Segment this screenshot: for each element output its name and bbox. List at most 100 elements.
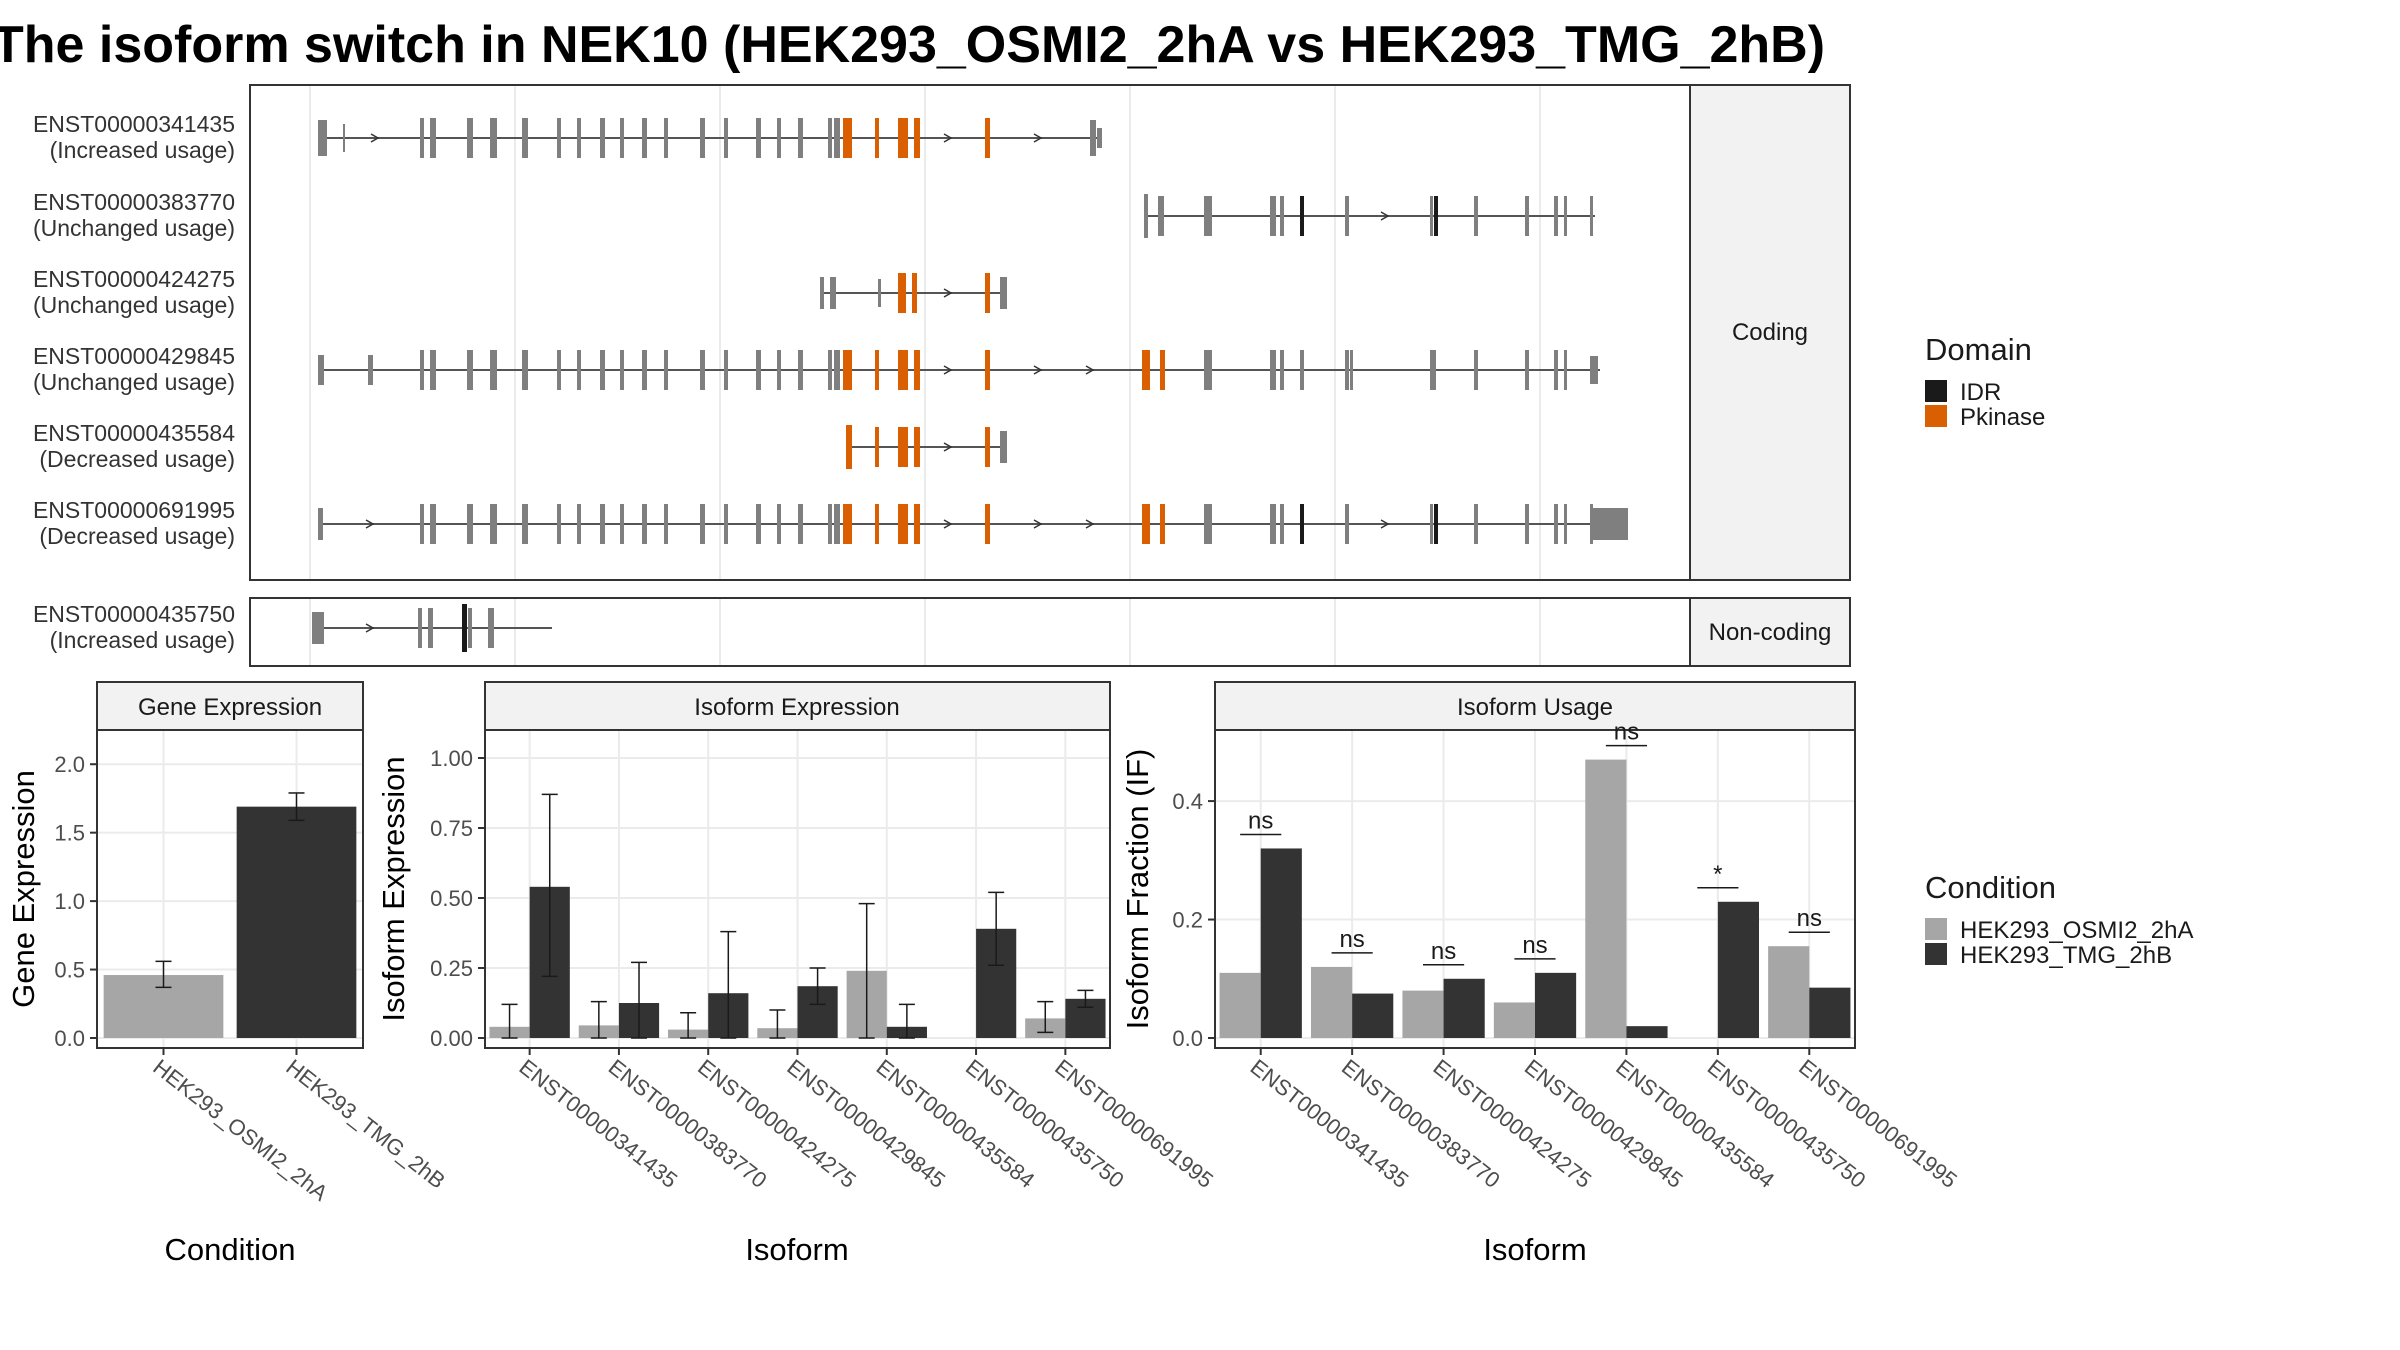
exon xyxy=(368,355,373,385)
noncoding-strip-label: Non-coding xyxy=(1709,619,1832,646)
tmg-legend-key xyxy=(1925,943,1947,965)
exon xyxy=(428,608,433,648)
osmi2-legend-label: HEK293_OSMI2_2hA xyxy=(1960,917,2193,944)
exon xyxy=(756,118,761,158)
exon xyxy=(1590,356,1598,384)
strand-arrow-icon xyxy=(943,365,953,375)
pkinase-domain-exon xyxy=(843,350,852,390)
gene-expression-strip xyxy=(96,681,364,731)
condition-legend-title: Condition xyxy=(1925,870,2056,905)
transcript-labels: ENST00000341435(Increased usage)ENST0000… xyxy=(33,111,235,653)
x-tick-label: ENST00000691995 xyxy=(1794,1054,1962,1193)
exon xyxy=(1158,196,1164,236)
pkinase-domain-exon xyxy=(1142,350,1150,390)
isoform-expression-panel: Isoform Expression 0.00 0.25 0.50 0.75 1.00 E… xyxy=(376,681,1218,1267)
osmi2-legend-key xyxy=(1925,918,1947,940)
bar xyxy=(1768,946,1810,1038)
exon xyxy=(1280,504,1284,544)
pkinase-domain-exon xyxy=(985,504,990,544)
transcript-id-label: ENST00000429845 xyxy=(33,343,235,369)
x-tick-label: ENST00000435750 xyxy=(1703,1054,1871,1193)
coding-panel-frame xyxy=(249,84,1691,581)
exon xyxy=(830,277,836,309)
strand-arrow-icon xyxy=(1033,519,1043,529)
significance-label: ns xyxy=(1797,905,1822,932)
strand-arrow-icon xyxy=(943,288,953,298)
exon xyxy=(1345,504,1349,544)
domain-legend-title: Domain xyxy=(1925,332,2032,367)
x-tick-label: ENST00000435584 xyxy=(1611,1054,1779,1193)
x-tick-label: ENST00000435750 xyxy=(961,1054,1129,1193)
significance-label: ns xyxy=(1339,926,1364,953)
exon xyxy=(828,350,832,390)
exon xyxy=(467,504,473,544)
exon xyxy=(777,504,781,544)
x-tick-label: ENST00000383770 xyxy=(604,1054,772,1193)
exon xyxy=(828,118,832,158)
pkinase-domain-exon xyxy=(914,350,920,390)
strand-arrow-icon xyxy=(943,442,953,452)
pkinase-domain-exon xyxy=(898,504,908,544)
exon xyxy=(1204,504,1212,544)
exon xyxy=(1590,196,1593,236)
exon xyxy=(724,350,728,390)
exon xyxy=(600,350,605,390)
exon xyxy=(828,504,832,544)
exon xyxy=(1564,196,1567,236)
strand-arrow-icon xyxy=(1085,365,1095,375)
transcript-usage-label: (Decreased usage) xyxy=(39,523,235,549)
exon xyxy=(468,608,472,648)
exon xyxy=(1564,504,1567,544)
bar xyxy=(1311,966,1353,1038)
strand-arrow-icon xyxy=(943,519,953,529)
gene-expression-strip-title: Gene Expression xyxy=(138,694,322,721)
coding-transcript-tracks xyxy=(318,118,1628,544)
exon xyxy=(312,612,324,644)
exon xyxy=(467,118,473,158)
exon xyxy=(430,350,436,390)
bar xyxy=(1493,1002,1535,1038)
exon xyxy=(430,118,436,158)
strand-arrow-icon xyxy=(1380,211,1390,221)
x-tick-label: ENST00000383770 xyxy=(1337,1054,1505,1193)
strand-arrow-icon xyxy=(365,623,375,633)
idr-domain-exon xyxy=(1434,196,1438,236)
y-tick-label: 0.75 xyxy=(430,816,473,841)
pkinase-domain-exon xyxy=(898,273,906,313)
idr-domain-exon xyxy=(462,604,467,652)
exon xyxy=(1474,504,1478,544)
pkinase-domain-exon xyxy=(875,118,879,158)
exon xyxy=(700,118,705,158)
exon xyxy=(724,504,728,544)
exon xyxy=(1474,350,1478,390)
exon xyxy=(1345,350,1349,390)
transcript-usage-label: (Decreased usage) xyxy=(39,446,235,472)
significance-label: ns xyxy=(1522,932,1547,959)
exon xyxy=(620,350,624,390)
y-tick-label: 0.0 xyxy=(54,1026,85,1051)
strand-arrow-icon xyxy=(1380,519,1390,529)
pkinase-domain-exon xyxy=(875,504,879,544)
pkinase-domain-exon xyxy=(985,118,990,158)
bar xyxy=(1717,901,1759,1038)
noncoding-panel-grid xyxy=(309,599,1541,665)
bar xyxy=(1443,978,1485,1038)
pkinase-domain-exon xyxy=(1160,350,1165,390)
pkinase-domain-exon xyxy=(898,427,908,467)
transcript-id-label: ENST00000424275 xyxy=(33,266,235,292)
strand-arrow-icon xyxy=(365,519,375,529)
exon xyxy=(522,118,528,158)
pkinase-domain-exon xyxy=(875,427,879,467)
isoform-expression-strip xyxy=(484,681,1111,731)
exon xyxy=(664,118,668,158)
bar xyxy=(1402,990,1444,1038)
exon xyxy=(577,350,581,390)
structure-coding-panel: Coding xyxy=(249,84,1851,581)
structure-noncoding-panel: Non-coding xyxy=(249,597,1851,667)
bar xyxy=(1260,848,1302,1038)
pkinase-domain-exon xyxy=(1160,504,1165,544)
exon xyxy=(642,504,647,544)
idr-domain-exon xyxy=(1300,196,1304,236)
pkinase-domain-exon xyxy=(912,273,917,313)
